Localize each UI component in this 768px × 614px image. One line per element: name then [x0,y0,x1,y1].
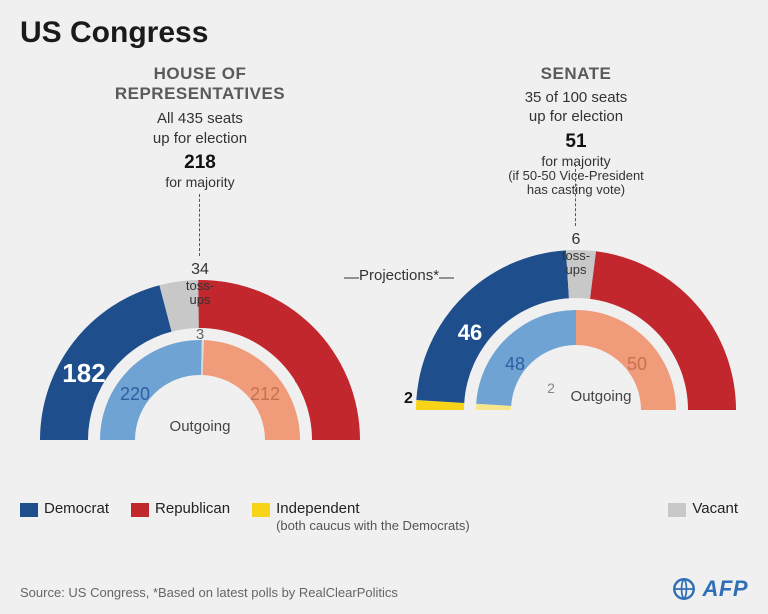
afp-text: AFP [703,576,749,602]
page-title: US Congress [20,16,208,50]
afp-brand: AFP [671,576,749,602]
senate-outgoing-label: Outgoing [556,388,646,405]
legend-independent-swatch [252,503,270,517]
house-tossup-label: 34 toss-ups [176,262,224,306]
senate-tossup-label: 6 toss-ups [552,232,600,276]
senate-majority-note2: has casting vote) [527,182,625,197]
house-heading-line1: HOUSE OF [154,64,247,83]
senate-majority-label: for majority [406,153,746,169]
senate-tossup-num: 6 [572,231,581,248]
house-majority-num: 218 [30,152,370,174]
legend-democrat-swatch [20,503,38,517]
source-line: Source: US Congress, *Based on latest po… [20,585,398,600]
house-pointer [199,194,200,256]
house-arc-chart: 34 toss-ups 182 219 220 212 3 Outgoing [30,250,370,450]
senate-majority-note: (if 50-50 Vice-President has casting vot… [406,169,746,199]
legend-republican-label: Republican [155,500,230,517]
house-seats-sub: up for election [153,130,247,147]
senate-seats-line: 35 of 100 seats up for election [406,88,746,127]
senate-tossup-text: toss-ups [562,248,590,277]
house-inner-vac: 3 [175,326,225,343]
legend-republican-swatch [131,503,149,517]
house-tossup-num: 34 [191,261,209,278]
house-outgoing-label: Outgoing [150,418,250,435]
house-inner-dem: 220 [110,384,160,405]
house-seats-text: All 435 seats [157,110,243,127]
house-heading-line2: REPRESENTATIVES [115,84,285,103]
legend-democrat-label: Democrat [44,500,109,517]
senate-pointer [575,164,576,226]
senate-seats-text: 35 of 100 seats [525,89,628,106]
house-heading: HOUSE OF REPRESENTATIVES [30,64,370,103]
legend-vacant-swatch [668,503,686,517]
house-seats-line: All 435 seats up for election [30,109,370,148]
senate-inner-dem: 48 [490,354,540,375]
senate-panel: SENATE 35 of 100 seats up for election 5… [406,64,746,420]
afp-logo-icon [671,576,697,602]
house-majority-label: for majority [30,174,370,190]
senate-majority-num: 51 [406,131,746,153]
legend-vacant-label: Vacant [692,500,738,517]
senate-outer-ind: 2 [404,390,413,408]
senate-outer-rep: 46 [656,320,716,346]
senate-arc-chart: 6 toss-ups 46 46 48 50 2 2 Outgoing [406,220,746,420]
legend-vacant: Vacant [668,500,738,517]
house-panel: HOUSE OF REPRESENTATIVES All 435 seats u… [30,64,370,450]
house-inner-rep: 212 [240,384,290,405]
senate-outer-dem: 46 [440,320,500,346]
senate-heading: SENATE [406,64,746,84]
legend-republican: Republican [131,500,230,517]
legend-democrat: Democrat [20,500,109,517]
house-outer-rep: 219 [286,358,346,389]
legend: Democrat Republican Independent (both ca… [20,500,748,533]
legend-independent-label: Independent [276,500,359,517]
senate-inner-rep: 50 [612,354,662,375]
legend-independent: Independent (both caucus with the Democr… [252,500,470,533]
senate-seats-sub: up for election [529,108,623,125]
legend-independent-sub: (both caucus with the Democrats) [276,518,470,533]
house-outer-dem: 182 [54,358,114,389]
house-tossup-text: toss-ups [186,278,214,307]
